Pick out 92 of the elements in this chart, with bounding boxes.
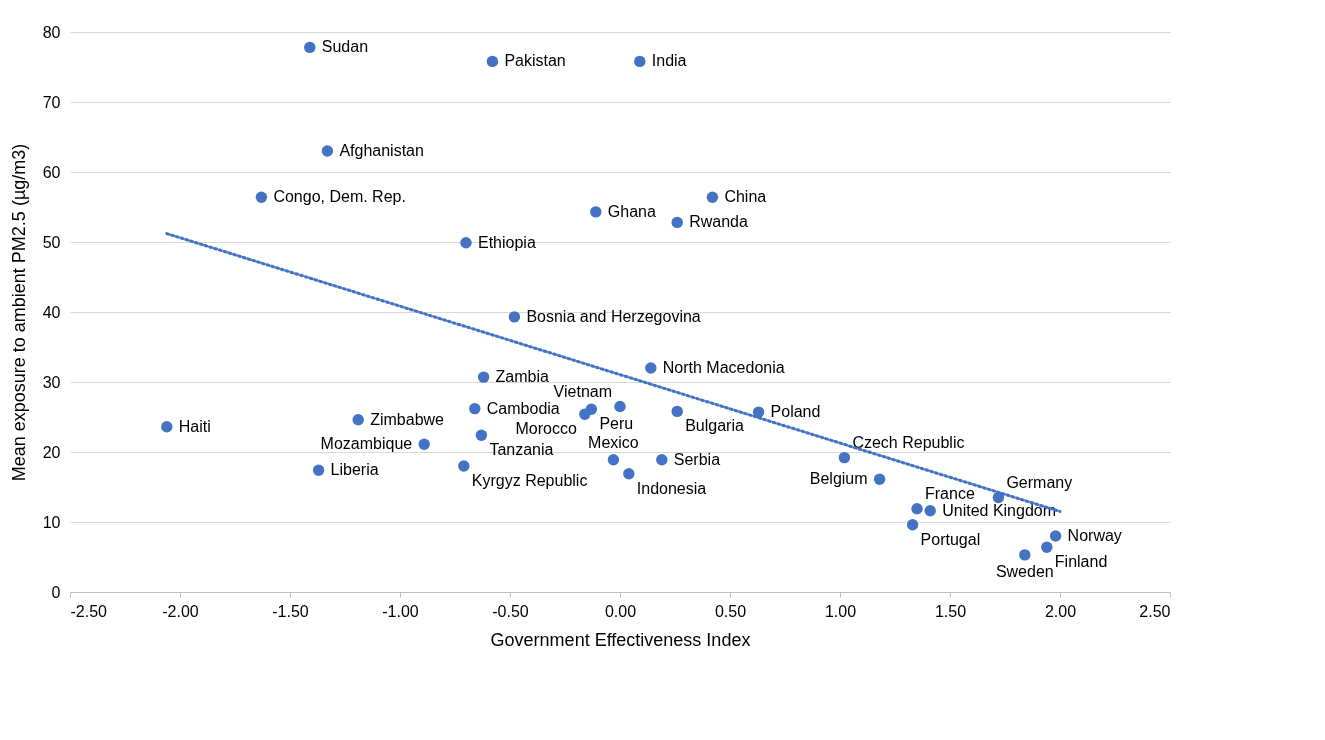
- point: [671, 405, 683, 418]
- data-label: North Macedonia: [662, 359, 785, 376]
- point: [1041, 541, 1053, 553]
- point: [607, 454, 620, 466]
- data-label: Ghana: [607, 202, 656, 220]
- data-label: Czech Republic: [852, 433, 965, 451]
- y-tick-label: 50: [42, 233, 61, 251]
- point: [614, 400, 626, 413]
- data-label: Belgium: [809, 470, 868, 488]
- y-tick-label: 80: [42, 23, 61, 41]
- data-label: United Kingdom: [942, 501, 1057, 519]
- point: [469, 402, 481, 415]
- y-axis-title: Mean exposure to ambient PM2.5 (µg/m3): [8, 143, 29, 482]
- point: [752, 406, 765, 418]
- data-label: Zambia: [495, 368, 550, 386]
- data-label: Cambodia: [486, 399, 560, 417]
- data-label: Ethiopia: [478, 233, 536, 251]
- y-tick-label: 70: [42, 93, 61, 111]
- point: [508, 311, 521, 323]
- data-label: Finland: [1054, 553, 1108, 571]
- data-label: Liberia: [330, 461, 379, 479]
- y-tick-label: 0: [51, 583, 61, 601]
- y-tick-label: 10: [42, 513, 61, 531]
- x-tick-label: 1.50: [934, 602, 967, 620]
- point: [671, 216, 683, 229]
- point: [477, 371, 490, 383]
- point: [911, 503, 923, 515]
- data-label: Serbia: [673, 450, 721, 468]
- x-tick-label: -1.00: [382, 602, 419, 620]
- data-label: Tanzania: [489, 441, 554, 459]
- data-label: Sweden: [995, 562, 1054, 580]
- x-tick-label: 2.00: [1044, 602, 1077, 620]
- data-label: Vietnam: [553, 382, 612, 400]
- y-tick-label: 20: [42, 443, 61, 461]
- point: [873, 473, 886, 485]
- x-tick-label: 1.00: [824, 602, 857, 620]
- point: [579, 408, 591, 420]
- point: [460, 237, 472, 249]
- point: [321, 145, 334, 157]
- point: [161, 421, 173, 433]
- x-tick-label: -1.50: [272, 602, 309, 620]
- point: [1019, 549, 1031, 561]
- data-label: China: [724, 188, 767, 206]
- point: [906, 519, 919, 531]
- x-tick-label: 0.50: [714, 602, 747, 620]
- x-tick-label: -2.00: [162, 602, 199, 620]
- y-tick-label: 30: [42, 373, 61, 391]
- point: [458, 460, 470, 472]
- data-label: Afghanistan: [339, 142, 424, 159]
- data-label: India: [651, 52, 687, 70]
- point: [304, 41, 316, 54]
- data-label: Mexico: [588, 433, 639, 451]
- point: [418, 438, 430, 450]
- y-tick-label: 60: [42, 163, 61, 181]
- point: [255, 191, 268, 203]
- x-tick-label: 0.00: [604, 602, 637, 620]
- data-label: Peru: [599, 415, 634, 433]
- data-label: Pakistan: [504, 52, 566, 70]
- point: [656, 454, 668, 466]
- point: [623, 468, 635, 480]
- data-label: Germany: [1006, 473, 1073, 491]
- data-label: Sudan: [321, 38, 369, 56]
- data-label: Bosnia and Herzegovina: [526, 307, 701, 325]
- point: [924, 505, 936, 517]
- data-label: Morocco: [515, 420, 577, 438]
- point: [475, 429, 488, 441]
- data-label: Norway: [1067, 527, 1122, 544]
- point: [486, 55, 499, 68]
- data-label: Indonesia: [636, 479, 707, 497]
- data-label: Kyrgyz Republic: [471, 472, 588, 489]
- data-label: Zimbabwe: [370, 410, 445, 428]
- data-label: Haiti: [178, 417, 211, 435]
- data-label: Rwanda: [689, 213, 748, 231]
- data-label: Bulgaria: [685, 417, 744, 435]
- x-tick-label: -0.50: [492, 602, 529, 620]
- data-label: France: [925, 484, 975, 502]
- data-label: Mozambique: [320, 435, 413, 453]
- data-label: Portugal: [920, 530, 981, 548]
- point: [634, 55, 646, 68]
- x-axis-title: Government Effectiveness Index: [490, 629, 751, 650]
- y-tick-label: 40: [42, 303, 61, 321]
- point: [706, 191, 719, 203]
- point: [1049, 530, 1062, 542]
- data-label: Poland: [770, 403, 821, 421]
- point: [838, 451, 851, 464]
- point: [645, 362, 657, 374]
- x-tick-label: -2.50: [70, 602, 108, 620]
- x-tick-label: 2.50: [1139, 602, 1171, 620]
- point: [590, 206, 602, 218]
- point: [352, 414, 364, 426]
- data-label: Congo, Dem. Rep.: [273, 188, 406, 206]
- point: [312, 464, 325, 476]
